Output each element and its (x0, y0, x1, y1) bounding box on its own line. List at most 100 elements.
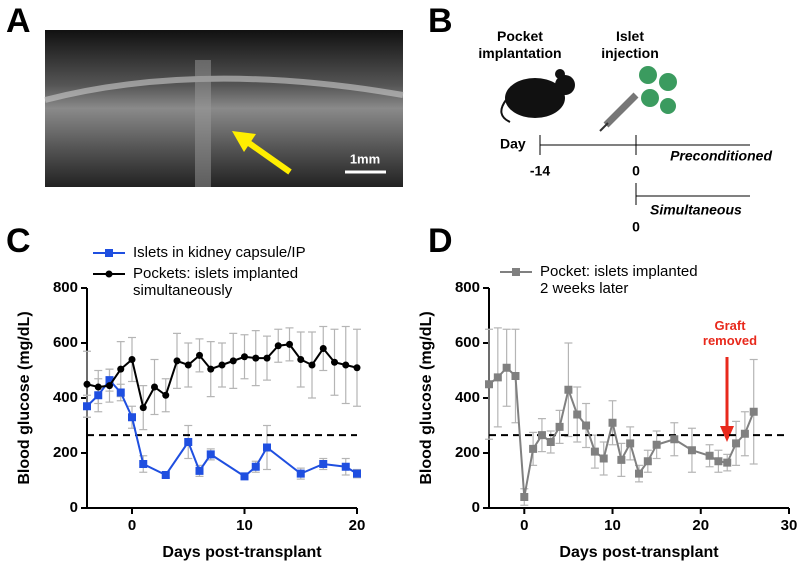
x-tick-label: 20 (349, 517, 366, 534)
data-point (502, 363, 511, 372)
data-point (635, 469, 643, 478)
series-line (488, 366, 755, 498)
data-point (286, 340, 293, 348)
islet (639, 66, 657, 84)
data-point (582, 421, 591, 430)
data-point (590, 447, 599, 456)
islet (641, 89, 659, 107)
data-point (263, 354, 271, 362)
annotation: Graft removed (702, 318, 758, 348)
mouse-head (555, 75, 575, 95)
data-point (139, 460, 148, 468)
data-point (749, 407, 758, 416)
x-tick-label: 20 (692, 517, 709, 534)
data-point (105, 376, 114, 385)
islet (659, 73, 677, 91)
day-start: -14 (530, 163, 550, 179)
data-point (240, 472, 249, 481)
data-point (319, 460, 328, 468)
syringe-needle (599, 122, 609, 132)
data-point (705, 451, 714, 460)
legend-label: Pocket: islets implanted 2 weeks later (540, 263, 698, 297)
annotation-arrow-head (720, 426, 734, 442)
data-point (274, 342, 282, 350)
data-point (195, 466, 204, 475)
data-point (511, 372, 520, 380)
data-point (94, 391, 103, 400)
scale-label: 1mm (350, 151, 380, 166)
data-point (520, 493, 529, 501)
simultaneous-zero: 0 (632, 219, 640, 235)
data-point (652, 440, 661, 449)
preconditioned-label: Preconditioned (670, 148, 772, 164)
data-point (151, 383, 158, 391)
legend-label: Islets in kidney capsule/IP (133, 244, 306, 261)
data-point (331, 358, 338, 366)
legend-marker (512, 268, 520, 276)
data-point (493, 373, 502, 382)
y-tick-label: 800 (455, 279, 480, 296)
series-line (86, 378, 358, 478)
y-tick-label: 0 (472, 499, 480, 516)
data-point (139, 404, 147, 412)
mouse-body (505, 78, 565, 118)
data-point (670, 435, 679, 444)
data-point (117, 365, 125, 373)
islet-label: Islet injection (601, 28, 659, 61)
y-tick-label: 400 (53, 389, 78, 406)
tissue-band (44, 75, 404, 103)
data-point (83, 402, 91, 411)
data-point (161, 471, 170, 479)
data-point (608, 418, 617, 427)
data-point (173, 357, 181, 365)
yellow-arrow (244, 138, 292, 175)
data-point (128, 356, 136, 363)
y-tick-label: 0 (70, 499, 78, 516)
day-label: Day (500, 136, 526, 152)
x-tick-label: 0 (520, 517, 528, 534)
syringe (603, 92, 639, 128)
data-point (529, 444, 538, 453)
data-point (184, 438, 193, 446)
data-point (296, 469, 305, 478)
y-axis-title: Blood glucose (mg/dL) (418, 311, 435, 484)
data-point (732, 439, 741, 448)
y-axis-title: Blood glucose (mg/dL) (16, 311, 33, 484)
panel-label: C (6, 222, 31, 260)
data-point (229, 357, 237, 365)
pocket-label: Pocket implantation (478, 28, 562, 61)
mouse-tail (500, 99, 511, 123)
y-tick-label: 800 (53, 279, 78, 296)
legend-marker (105, 270, 113, 278)
data-point (617, 455, 626, 464)
data-point (241, 353, 248, 361)
data-point (218, 361, 226, 369)
data-point (184, 361, 192, 369)
data-point (162, 391, 170, 399)
data-point (714, 457, 723, 466)
data-point (485, 380, 493, 389)
x-tick-label: 0 (128, 517, 136, 534)
data-point (740, 429, 749, 438)
tissue-column (195, 60, 211, 187)
data-point (573, 410, 582, 419)
data-point (207, 365, 215, 373)
panel-label: D (428, 222, 453, 260)
data-point (83, 380, 91, 388)
data-point (252, 354, 260, 362)
panel-label: A (6, 2, 31, 40)
data-point (353, 364, 361, 372)
data-point (599, 454, 608, 463)
yellow-arrow-head (232, 131, 256, 152)
data-point (643, 457, 652, 466)
day-zero: 0 (632, 163, 640, 179)
y-tick-label: 200 (455, 444, 480, 461)
ultrasound-image (45, 30, 403, 187)
data-point (251, 462, 260, 471)
data-point (196, 351, 203, 359)
data-point (116, 388, 125, 397)
data-point (341, 462, 350, 471)
y-tick-label: 400 (455, 389, 480, 406)
